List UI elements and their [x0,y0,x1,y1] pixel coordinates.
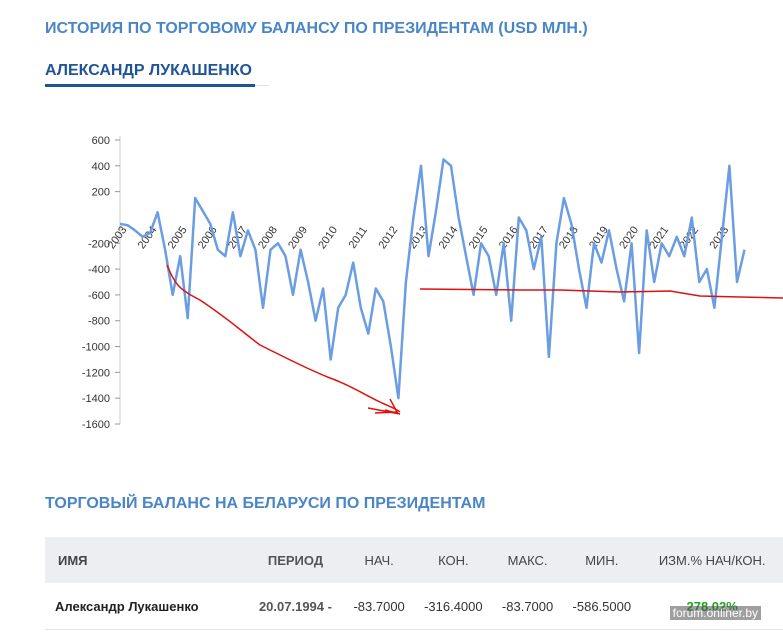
x-tick-label: 2010 [316,224,340,251]
header-cell: МИН. [562,537,642,583]
y-tick-label: -200 [88,238,110,250]
cell: -83.7000 [344,583,414,630]
table-header: ИМЯ ПЕРИОД НАЧ. КОН. МАКС. МИН. ИЗМ.% НА… [45,537,783,583]
y-tick-label: -1600 [82,419,110,431]
x-tick-label: 2021 [647,224,671,251]
header-cell: ИЗМ.% НАЧ/КОН. [641,537,783,583]
x-tick-label: 2011 [347,225,370,251]
x-tick-label: 2023 [708,224,732,251]
cell: -586.5000 [562,583,642,630]
header-cell: НАЧ. [344,537,414,583]
header-cell: МАКС. [492,537,563,583]
page-title: ИСТОРИЯ ПО ТОРГОВОМУ БАЛАНСУ ПО ПРЕЗИДЕН… [45,20,588,37]
x-tick-label: 2018 [557,224,581,251]
x-tick-label: 2012 [376,224,400,251]
tab-underline [45,84,255,87]
annotation-arrow [166,264,401,413]
x-tick-label: 2004 [136,224,160,251]
y-tick-label: -1400 [82,393,110,405]
cell: Александр Лукашенко [45,583,247,630]
x-tick-label: 2015 [467,224,491,251]
data-line [119,158,746,400]
cell: -83.7000 [492,583,563,630]
cell: 20.07.1994 - [246,583,345,630]
x-tick-label: 2005 [166,224,190,251]
y-tick-label: -400 [88,264,110,276]
annotation-arrowhead [367,398,401,415]
tab-rule [255,85,269,86]
x-tick-label: 2020 [617,224,641,251]
x-tick-label: 2014 [437,224,461,251]
y-tick-label: -1000 [82,342,110,354]
y-tick-label: -600 [88,290,110,302]
y-tick-label: 400 [92,161,110,173]
header-cell: ПЕРИОД [246,537,345,583]
chart: 600 400 200 -200 -400 -600 -800 -1000 -1200 -1400… [82,135,783,431]
annotation-line [419,288,783,299]
cell: -316.4000 [413,583,493,630]
y-tick-label: 600 [92,135,110,147]
y-tick-label: 200 [92,187,110,199]
x-tick-label: 2009 [286,224,310,251]
x-tick-label: 2008 [256,224,280,251]
section-title: ТОРГОВЫЙ БАЛАНС НА БЕЛАРУСИ ПО ПРЕЗИДЕНТ… [45,495,486,512]
watermark: forum.onliner.by [669,606,761,620]
president-tab[interactable]: АЛЕКСАНДР ЛУКАШЕНКО [45,62,252,79]
x-tick-label: 2003 [106,224,130,251]
header-cell: ИМЯ [45,537,247,583]
y-tick-label: -800 [88,316,110,328]
header-cell: КОН. [413,537,493,583]
y-tick-label: -1200 [82,367,110,379]
